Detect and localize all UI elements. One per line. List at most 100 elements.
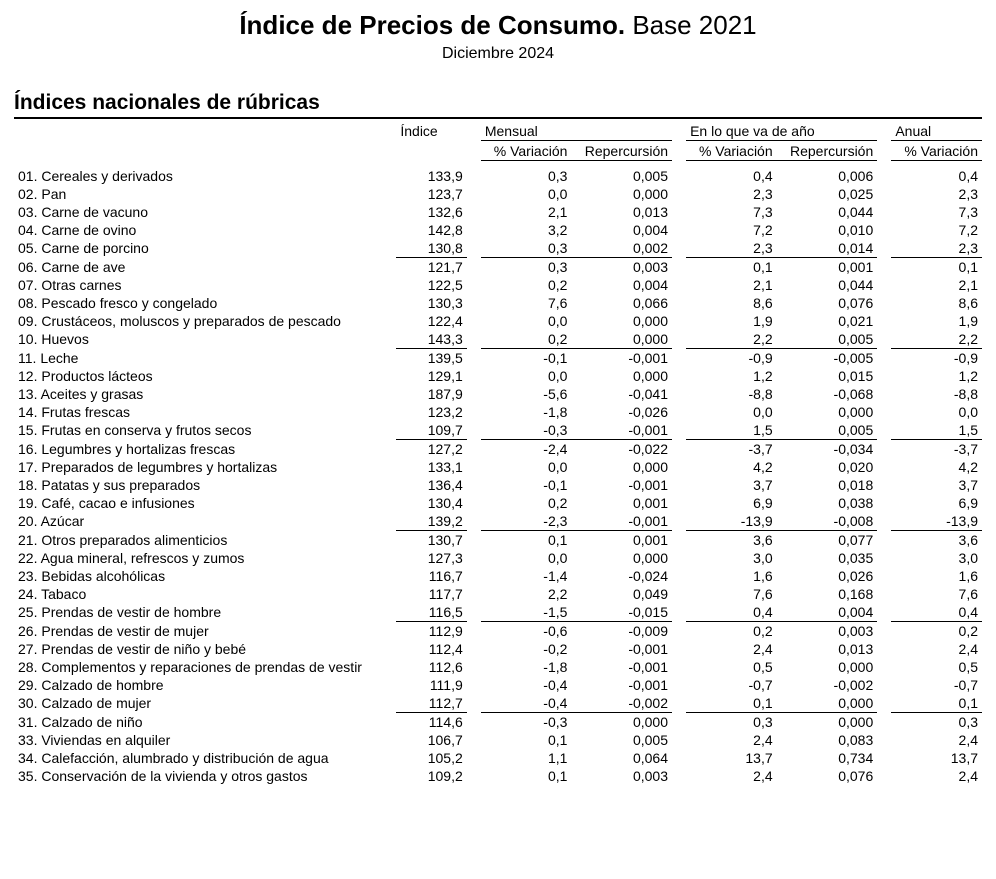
row-m-var: 0,2 [481,494,572,512]
table-row: 16. Legumbres y hortalizas frescas127,2-… [14,440,982,459]
page-subtitle: Diciembre 2024 [14,45,982,63]
row-a-var: -0,9 [891,349,982,368]
row-y-rep: 0,026 [777,567,878,585]
table-row: 05. Carne de porcino130,80,30,0022,30,01… [14,239,982,258]
table-row: 13. Aceites y grasas187,9-5,6-0,041-8,8-… [14,385,982,403]
row-y-var: 0,1 [686,694,777,713]
row-label: 03. Carne de vacuno [14,203,396,221]
table-row: 08. Pescado fresco y congelado130,37,60,… [14,294,982,312]
gap [672,585,686,603]
table-row: 33. Viviendas en alquiler106,70,10,0052,… [14,731,982,749]
row-y-rep: 0,077 [777,531,878,550]
row-indice: 116,7 [396,567,466,585]
row-y-rep: 0,000 [777,713,878,732]
row-m-var: -2,4 [481,440,572,459]
row-label: 17. Preparados de legumbres y hortalizas [14,458,396,476]
row-a-var: -0,7 [891,676,982,694]
gap [877,676,891,694]
table-row: 23. Bebidas alcohólicas116,7-1,4-0,0241,… [14,567,982,585]
row-label: 15. Frutas en conserva y frutos secos [14,421,396,440]
gap [467,567,481,585]
row-m-var: -1,5 [481,603,572,622]
row-y-rep: 0,014 [777,239,878,258]
row-m-rep: 0,000 [571,330,672,349]
gap [467,294,481,312]
table-row: 30. Calzado de mujer112,7-0,4-0,0020,10,… [14,694,982,713]
row-label: 05. Carne de porcino [14,239,396,258]
row-m-rep: 0,066 [571,294,672,312]
row-y-var: 1,9 [686,312,777,330]
gap [877,567,891,585]
gap [877,258,891,277]
row-y-rep: 0,018 [777,476,878,494]
row-m-var: 3,2 [481,221,572,239]
gap [877,531,891,550]
gap [877,767,891,785]
row-y-rep: 0,004 [777,603,878,622]
table-row: 06. Carne de ave121,70,30,0030,10,0010,1 [14,258,982,277]
row-m-var: 0,3 [481,239,572,258]
gap [877,294,891,312]
row-a-var: 7,2 [891,221,982,239]
gap [877,367,891,385]
title-bold: Índice de Precios de Consumo. [239,10,625,40]
row-label: 04. Carne de ovino [14,221,396,239]
row-a-var: 1,9 [891,312,982,330]
row-m-var: -1,8 [481,658,572,676]
row-a-var: 1,6 [891,567,982,585]
row-label: 10. Huevos [14,330,396,349]
row-a-var: 13,7 [891,749,982,767]
gap [672,312,686,330]
row-indice: 122,5 [396,276,466,294]
gap [672,749,686,767]
gap [467,258,481,277]
gap [672,494,686,512]
row-indice: 132,6 [396,203,466,221]
row-y-var: 3,7 [686,476,777,494]
row-indice: 114,6 [396,713,466,732]
row-indice: 111,9 [396,676,466,694]
table-row: 04. Carne de ovino142,83,20,0047,20,0107… [14,221,982,239]
row-m-rep: -0,026 [571,403,672,421]
row-y-var: 1,5 [686,421,777,440]
gap [672,531,686,550]
row-label: 22. Agua mineral, refrescos y zumos [14,549,396,567]
gap [877,239,891,258]
row-indice: 139,2 [396,512,466,531]
table-row: 01. Cereales y derivados133,90,30,0050,4… [14,167,982,185]
gap [672,276,686,294]
gap [877,385,891,403]
row-m-var: 0,1 [481,531,572,550]
row-indice: 109,7 [396,421,466,440]
row-a-var: 1,2 [891,367,982,385]
title-block: Índice de Precios de Consumo. Base 2021 … [14,10,982,63]
row-indice: 122,4 [396,312,466,330]
row-label: 08. Pescado fresco y congelado [14,294,396,312]
gap [877,749,891,767]
gap [467,713,481,732]
row-a-var: 0,4 [891,603,982,622]
gap [467,676,481,694]
table-row: 17. Preparados de legumbres y hortalizas… [14,458,982,476]
row-a-var: 4,2 [891,458,982,476]
table-row: 27. Prendas de vestir de niño y bebé112,… [14,640,982,658]
gap [467,476,481,494]
gap [672,330,686,349]
gap [672,713,686,732]
gap [877,603,891,622]
gap [672,549,686,567]
row-a-var: 8,6 [891,294,982,312]
row-label: 28. Complementos y reparaciones de prend… [14,658,396,676]
row-m-rep: 0,000 [571,367,672,385]
row-a-var: 2,4 [891,640,982,658]
table-row: 25. Prendas de vestir de hombre116,5-1,5… [14,603,982,622]
row-a-var: -8,8 [891,385,982,403]
gap [467,440,481,459]
row-m-rep: -0,024 [571,567,672,585]
row-y-rep: 0,044 [777,203,878,221]
gap [672,185,686,203]
row-label: 35. Conservación de la vivienda y otros … [14,767,396,785]
row-label: 18. Patatas y sus preparados [14,476,396,494]
gap [877,167,891,185]
gap [877,694,891,713]
